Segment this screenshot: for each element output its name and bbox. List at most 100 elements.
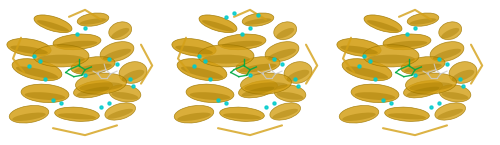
- Ellipse shape: [442, 92, 468, 100]
- Ellipse shape: [435, 103, 466, 120]
- Ellipse shape: [12, 59, 62, 81]
- Ellipse shape: [339, 106, 379, 123]
- Ellipse shape: [239, 64, 277, 72]
- Ellipse shape: [433, 49, 461, 60]
- Ellipse shape: [410, 82, 453, 91]
- Ellipse shape: [172, 39, 216, 56]
- Ellipse shape: [354, 92, 396, 100]
- Ellipse shape: [244, 82, 288, 91]
- Ellipse shape: [109, 22, 132, 40]
- Ellipse shape: [238, 80, 278, 98]
- Ellipse shape: [119, 62, 147, 83]
- Ellipse shape: [244, 18, 272, 25]
- Ellipse shape: [16, 66, 58, 79]
- Ellipse shape: [410, 18, 436, 25]
- Ellipse shape: [122, 70, 144, 81]
- Ellipse shape: [404, 80, 442, 98]
- Ellipse shape: [76, 73, 126, 94]
- Ellipse shape: [56, 41, 98, 48]
- Ellipse shape: [274, 85, 306, 102]
- Ellipse shape: [177, 59, 227, 81]
- Ellipse shape: [240, 73, 292, 94]
- Ellipse shape: [190, 92, 230, 100]
- Ellipse shape: [7, 39, 51, 56]
- Ellipse shape: [74, 64, 112, 72]
- Ellipse shape: [21, 84, 69, 103]
- Ellipse shape: [108, 109, 133, 119]
- Ellipse shape: [34, 15, 72, 33]
- Ellipse shape: [242, 87, 274, 96]
- Ellipse shape: [181, 66, 223, 79]
- Ellipse shape: [449, 62, 477, 83]
- Ellipse shape: [342, 113, 376, 121]
- Ellipse shape: [53, 34, 101, 50]
- Ellipse shape: [337, 39, 381, 56]
- Ellipse shape: [222, 41, 262, 48]
- Ellipse shape: [346, 66, 388, 79]
- Ellipse shape: [80, 18, 106, 25]
- Ellipse shape: [268, 49, 296, 60]
- Ellipse shape: [438, 109, 463, 119]
- Ellipse shape: [406, 73, 456, 94]
- Ellipse shape: [265, 42, 299, 62]
- Ellipse shape: [406, 87, 440, 96]
- Ellipse shape: [198, 45, 254, 67]
- Ellipse shape: [351, 84, 399, 103]
- Ellipse shape: [109, 85, 141, 102]
- Ellipse shape: [24, 92, 66, 100]
- Ellipse shape: [276, 92, 303, 100]
- Ellipse shape: [74, 80, 112, 98]
- Ellipse shape: [112, 92, 138, 100]
- Text: B: B: [176, 11, 185, 21]
- Ellipse shape: [77, 13, 109, 26]
- Ellipse shape: [286, 70, 310, 81]
- Ellipse shape: [388, 113, 426, 119]
- Ellipse shape: [218, 34, 266, 50]
- Ellipse shape: [404, 64, 442, 72]
- Ellipse shape: [386, 41, 428, 48]
- Ellipse shape: [367, 55, 415, 64]
- Ellipse shape: [236, 57, 280, 74]
- Ellipse shape: [37, 55, 85, 64]
- Ellipse shape: [441, 28, 459, 39]
- Ellipse shape: [340, 46, 378, 54]
- Ellipse shape: [100, 42, 134, 62]
- Ellipse shape: [407, 13, 439, 26]
- Ellipse shape: [284, 62, 312, 83]
- Ellipse shape: [401, 57, 445, 74]
- Text: C: C: [342, 11, 349, 21]
- Ellipse shape: [439, 85, 471, 102]
- Ellipse shape: [439, 22, 462, 40]
- Ellipse shape: [12, 113, 46, 121]
- Ellipse shape: [363, 45, 419, 67]
- Ellipse shape: [111, 28, 129, 39]
- Ellipse shape: [202, 20, 234, 32]
- Ellipse shape: [272, 109, 298, 119]
- Ellipse shape: [242, 13, 274, 26]
- Ellipse shape: [276, 28, 294, 39]
- Ellipse shape: [37, 20, 69, 32]
- Ellipse shape: [364, 15, 402, 33]
- Ellipse shape: [342, 59, 392, 81]
- Ellipse shape: [384, 107, 430, 121]
- Ellipse shape: [33, 45, 89, 67]
- Text: A: A: [12, 11, 20, 21]
- Ellipse shape: [175, 46, 213, 54]
- Ellipse shape: [367, 20, 399, 32]
- Ellipse shape: [54, 107, 100, 121]
- Ellipse shape: [202, 55, 250, 64]
- Ellipse shape: [80, 82, 122, 91]
- Ellipse shape: [177, 113, 211, 121]
- Ellipse shape: [452, 70, 474, 81]
- Ellipse shape: [199, 15, 237, 33]
- Ellipse shape: [76, 87, 110, 96]
- Ellipse shape: [10, 46, 48, 54]
- Ellipse shape: [430, 42, 464, 62]
- Ellipse shape: [103, 49, 131, 60]
- Ellipse shape: [58, 113, 96, 119]
- Ellipse shape: [220, 107, 264, 121]
- Ellipse shape: [270, 103, 300, 120]
- Ellipse shape: [274, 22, 296, 40]
- Ellipse shape: [223, 113, 261, 119]
- Ellipse shape: [174, 106, 214, 123]
